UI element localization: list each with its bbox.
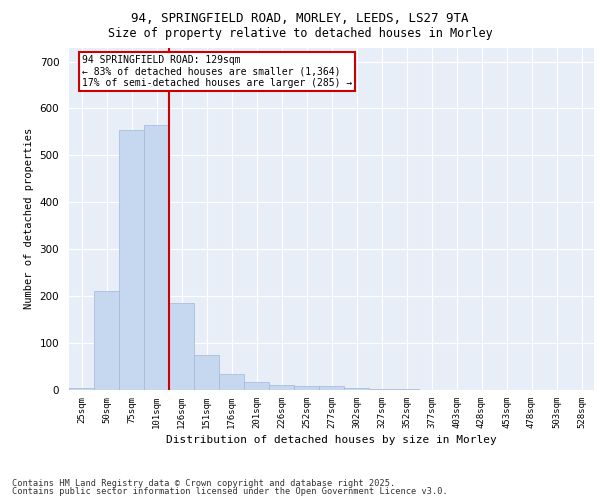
Text: Size of property relative to detached houses in Morley: Size of property relative to detached ho… bbox=[107, 28, 493, 40]
Bar bbox=[194, 355, 219, 390]
Bar bbox=[294, 386, 319, 390]
Bar bbox=[219, 374, 244, 390]
Bar bbox=[144, 125, 169, 390]
Bar bbox=[119, 130, 144, 390]
Text: Contains HM Land Registry data © Crown copyright and database right 2025.: Contains HM Land Registry data © Crown c… bbox=[12, 478, 395, 488]
Y-axis label: Number of detached properties: Number of detached properties bbox=[24, 128, 34, 310]
Bar bbox=[269, 386, 294, 390]
Bar bbox=[169, 303, 194, 390]
X-axis label: Distribution of detached houses by size in Morley: Distribution of detached houses by size … bbox=[166, 436, 497, 446]
Bar bbox=[94, 292, 119, 390]
Bar bbox=[394, 389, 419, 390]
Text: 94, SPRINGFIELD ROAD, MORLEY, LEEDS, LS27 9TA: 94, SPRINGFIELD ROAD, MORLEY, LEEDS, LS2… bbox=[131, 12, 469, 26]
Bar bbox=[319, 386, 344, 390]
Bar bbox=[344, 388, 369, 390]
Text: 94 SPRINGFIELD ROAD: 129sqm
← 83% of detached houses are smaller (1,364)
17% of : 94 SPRINGFIELD ROAD: 129sqm ← 83% of det… bbox=[82, 54, 352, 88]
Bar bbox=[69, 388, 94, 390]
Bar bbox=[369, 389, 394, 390]
Text: Contains public sector information licensed under the Open Government Licence v3: Contains public sector information licen… bbox=[12, 487, 448, 496]
Bar bbox=[244, 382, 269, 390]
